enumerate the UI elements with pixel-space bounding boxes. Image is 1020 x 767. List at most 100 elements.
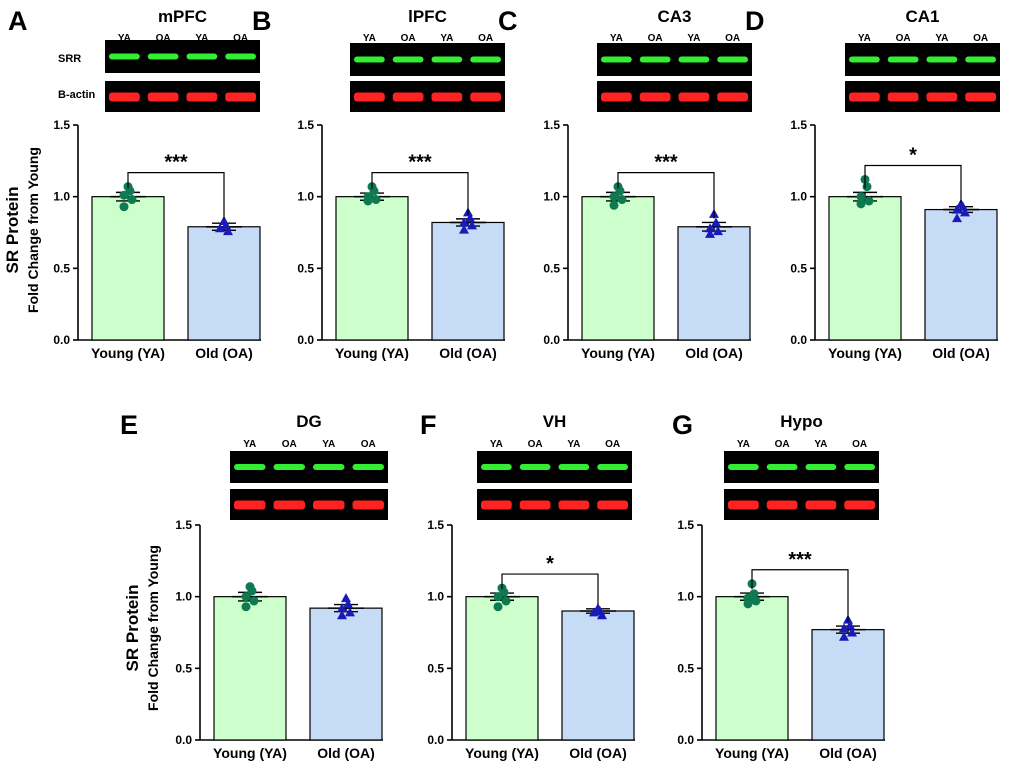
y-tick-label: 1.5 [297, 118, 314, 132]
actin-band [965, 92, 996, 102]
blot-lane-label: YA [687, 33, 700, 44]
srr-band [392, 56, 424, 63]
y-tick-label: 1.5 [427, 518, 444, 532]
blot-lane-label: YA [440, 33, 453, 44]
data-point-old [337, 610, 347, 620]
actin-band [481, 500, 512, 510]
blot-lane-label: OA [775, 439, 790, 450]
data-point-old [952, 213, 962, 223]
data-point-old [223, 226, 233, 236]
bar-young [335, 196, 409, 341]
y-tick-label: 0.5 [427, 661, 444, 675]
panel-title: lPFC [408, 7, 447, 26]
data-point-old [705, 223, 715, 233]
actin-band [352, 500, 384, 510]
x-tick-label: Old (OA) [439, 345, 497, 361]
significance-label: * [546, 553, 554, 575]
data-point-young [609, 192, 619, 202]
blot-lane-label: YA [814, 439, 827, 450]
x-tick-label: Young (YA) [335, 345, 409, 361]
blot-lane-label: OA [852, 439, 867, 450]
srr-band [225, 53, 256, 60]
data-point-young [864, 196, 874, 206]
actin-band [234, 500, 266, 510]
panel-title: VH [543, 412, 567, 431]
data-point-old [337, 603, 347, 613]
data-point-old [597, 610, 607, 620]
y-tick-label: 1.5 [790, 118, 807, 132]
y-tick-label: 1.0 [297, 190, 314, 204]
bar-old [811, 629, 885, 741]
y-axis-titles: SR Protein Fold Change from Young SR Pro… [3, 53, 161, 711]
srr-band [519, 464, 551, 470]
blot-lane-label: YA [935, 33, 948, 44]
data-point-young [751, 596, 761, 606]
y-tick-label: 1.0 [790, 190, 807, 204]
actin-band [639, 92, 671, 102]
bar-young [91, 196, 165, 341]
bar-young [465, 596, 539, 741]
data-point-old [847, 627, 857, 637]
actin-band [805, 500, 837, 510]
x-tick-label: Young (YA) [828, 345, 902, 361]
srr-band [717, 56, 748, 63]
data-point-old [467, 220, 477, 230]
y-tick-label: 0.0 [297, 333, 314, 347]
bar-young [581, 196, 655, 341]
blot-lane-label: OA [648, 33, 663, 44]
data-point-old [705, 228, 715, 238]
srr-band [273, 464, 305, 470]
actin-band [470, 92, 501, 102]
western-blot [105, 40, 260, 112]
western-blot [230, 451, 388, 520]
actin-band [558, 500, 590, 510]
x-tick-label: Old (OA) [569, 745, 627, 761]
data-point-young [493, 592, 503, 602]
data-point-young [856, 192, 866, 202]
blot-lane-label: OA [282, 439, 297, 450]
srr-band [354, 56, 385, 63]
srr-band [678, 56, 710, 63]
data-point-young [617, 195, 627, 205]
panel-title: DG [296, 412, 322, 431]
actin-band [225, 92, 256, 102]
data-point-young [371, 195, 381, 205]
srr-band [352, 464, 384, 470]
data-point-young [743, 599, 753, 609]
y-tick-label: 0.0 [677, 733, 694, 747]
x-tick-label: Young (YA) [465, 745, 539, 761]
panel-letter: G [672, 410, 693, 440]
significance-bracket [127, 172, 225, 220]
srr-band [844, 464, 875, 470]
y-tick-label: 1.0 [53, 190, 70, 204]
blot-lane-label: OA [361, 439, 376, 450]
significance-bracket [751, 569, 849, 623]
y-tick-label: 1.0 [677, 590, 694, 604]
blot-lane-label: OA [401, 33, 416, 44]
bar-old [431, 221, 505, 341]
blot-lane-label: YA [195, 33, 208, 44]
data-point-young [119, 202, 129, 212]
srr-band [431, 56, 463, 63]
significance-label: *** [164, 152, 188, 174]
significance-label: * [909, 144, 917, 166]
data-point-old [341, 593, 351, 603]
y-tick-label: 1.0 [543, 190, 560, 204]
data-point-young [241, 602, 251, 612]
y-tick-label: 0.5 [175, 661, 192, 675]
actin-band [844, 500, 875, 510]
data-point-young [862, 182, 872, 192]
panel-letter: D [745, 6, 765, 36]
y-tick-label: 0.5 [543, 261, 560, 275]
blot-row-label-bactin: B-actin [58, 89, 96, 101]
actin-band [766, 500, 798, 510]
blot-lane-label: YA [118, 33, 131, 44]
y-tick-label: 0.5 [297, 261, 314, 275]
panel-letter: F [420, 410, 437, 440]
x-tick-label: Old (OA) [195, 345, 253, 361]
actin-band [601, 92, 632, 102]
significance-bracket [617, 172, 715, 219]
actin-band [678, 92, 710, 102]
